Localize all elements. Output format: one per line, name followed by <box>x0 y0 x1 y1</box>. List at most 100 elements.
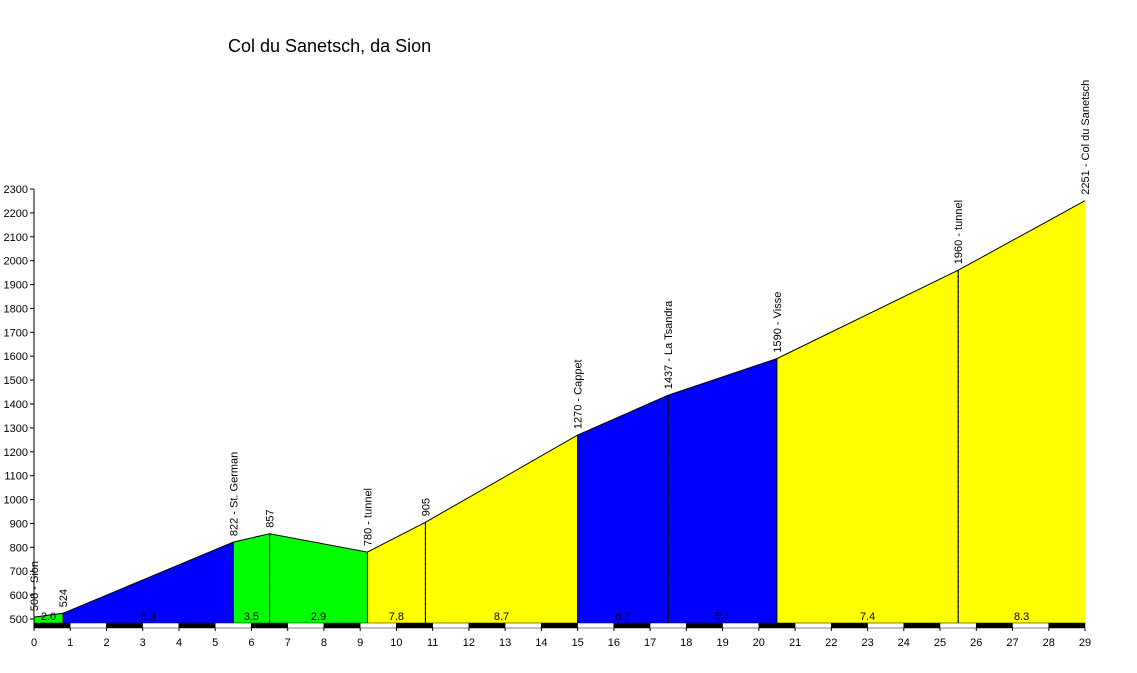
km-bar-cell <box>1048 622 1086 629</box>
segment-gradient-label: 6.7 <box>615 611 630 623</box>
x-tick-label: 21 <box>789 637 801 649</box>
point-annotation: 1960 - tunnel <box>953 200 965 264</box>
x-tick-label: 25 <box>934 637 946 649</box>
x-tick-label: 26 <box>970 637 982 649</box>
point-annotation: 1270 - Cappet <box>573 359 585 429</box>
point-annotations: 508 - Sion 524 822 - St. German 857 780 - tu… <box>29 80 1092 611</box>
point-annotation: 1437 - La Tsandra <box>663 300 675 389</box>
point-annotation: 524 <box>58 589 70 607</box>
segment-fill <box>776 270 959 623</box>
segment-gradient-label: 2.9 <box>311 611 326 623</box>
x-tick-label: 11 <box>427 637 438 649</box>
x-tick-label: 22 <box>825 637 837 649</box>
x-tick-label: 8 <box>321 637 327 649</box>
y-tick-label: 1400 <box>4 399 28 411</box>
segment-fill <box>367 522 426 623</box>
x-tick-label: 4 <box>176 637 182 649</box>
x-tick-labels: 0 1 2 3 4 5 6 7 8 9 10 11 12 13 14 15 16 17 18 19 20 21 22 23 24… <box>31 637 1091 649</box>
segment-fill <box>425 435 578 623</box>
chart-title: Col du Sanetsch, da Sion <box>228 36 431 56</box>
km-bar-cell <box>106 622 143 629</box>
point-annotation: 857 <box>265 509 277 527</box>
x-tick-label: 7 <box>285 637 291 649</box>
axes <box>30 188 1086 631</box>
segment-fill <box>668 358 777 623</box>
point-annotation: 508 - Sion <box>29 561 41 611</box>
km-bar-cell <box>69 622 107 629</box>
y-tick-label: 2200 <box>4 208 28 220</box>
km-bar-cell <box>504 622 542 629</box>
x-tick-label: 17 <box>644 637 656 649</box>
x-tick-label: 2 <box>103 637 109 649</box>
y-tick-label: 1900 <box>4 280 28 292</box>
segment-gradient-label: 8.3 <box>1014 611 1029 623</box>
x-tick-label: 20 <box>753 637 765 649</box>
point-annotation: 905 <box>420 498 432 516</box>
segment-fill <box>269 533 368 623</box>
km-bar-cell <box>649 622 687 629</box>
y-tick-label: 2100 <box>4 232 28 244</box>
segment-gradient-label: 8.7 <box>494 611 509 623</box>
x-tick-label: 24 <box>898 637 910 649</box>
point-annotation: 2251 - Col du Sanetsch <box>1080 80 1092 195</box>
x-tick-label: 28 <box>1043 637 1055 649</box>
point-annotation: 1590 - Visse <box>772 292 784 353</box>
y-tick-label: 1700 <box>4 327 28 339</box>
km-bar-cell <box>142 622 180 629</box>
x-tick-label: 1 <box>67 637 73 649</box>
km-bar-cell <box>722 622 760 629</box>
segment-gradient-label: 5.1 <box>715 611 730 623</box>
km-bar-cell <box>758 622 796 629</box>
segment-gradient-label: 3.5 <box>244 611 259 623</box>
x-tick-label: 3 <box>140 637 146 649</box>
segment-gradient-labels: 2.0 6.3 3.5 2.9 7.8 8.7 6.7 5.1 7.4 8.3 <box>41 611 1029 623</box>
profile-line <box>33 200 1086 618</box>
segment-fill <box>34 613 63 623</box>
km-bar-cell <box>396 622 433 629</box>
guide-lines <box>62 270 959 623</box>
km-bar-cell <box>287 622 325 629</box>
km-bar-cell <box>178 622 216 629</box>
x-tick-label: 16 <box>608 637 620 649</box>
y-tick-label: 1800 <box>4 303 28 315</box>
x-tick-label: 12 <box>463 637 475 649</box>
km-bar-cell <box>541 622 578 629</box>
x-tick-label: 27 <box>1006 637 1018 649</box>
x-tick-label: 10 <box>390 637 402 649</box>
y-tick-label: 500 <box>10 614 28 626</box>
segment-gradient-label: 2.0 <box>41 611 56 623</box>
km-bar-cell <box>831 622 868 629</box>
y-tick-label: 700 <box>10 566 28 578</box>
point-annotation: 822 - St. German <box>228 452 240 536</box>
km-bar-cell <box>794 622 832 629</box>
segment-gradient-label: 7.8 <box>389 611 404 623</box>
x-tick-label: 0 <box>31 637 37 649</box>
y-tick-label: 1100 <box>4 471 28 483</box>
y-tick-label: 1300 <box>4 423 28 435</box>
km-bar-cell <box>359 622 397 629</box>
segment-fill <box>62 542 234 623</box>
x-tick-label: 29 <box>1079 637 1091 649</box>
x-tick-label: 23 <box>861 637 873 649</box>
y-tick-label: 600 <box>10 590 28 602</box>
y-tick-label: 1500 <box>4 375 28 387</box>
x-tick-label: 14 <box>535 637 547 649</box>
y-tick-label: 1600 <box>4 351 28 363</box>
y-tick-label: 900 <box>10 518 28 530</box>
km-bar-cell <box>251 622 288 629</box>
segment-fill <box>958 200 1085 623</box>
x-tick-label: 15 <box>571 637 583 649</box>
y-tick-label: 800 <box>10 542 28 554</box>
km-bar-cell <box>577 622 615 629</box>
x-tick-label: 18 <box>680 637 692 649</box>
km-bar-cell <box>214 622 252 629</box>
segment-gradient-label: 6.3 <box>141 611 156 623</box>
x-tick-label: 5 <box>212 637 218 649</box>
x-tick-label: 9 <box>357 637 363 649</box>
x-tick-label: 19 <box>716 637 728 649</box>
km-bar-cell <box>613 622 651 629</box>
segment-fill <box>577 395 669 623</box>
km-scale-bar <box>33 622 1086 629</box>
km-bar-cell <box>903 622 941 629</box>
